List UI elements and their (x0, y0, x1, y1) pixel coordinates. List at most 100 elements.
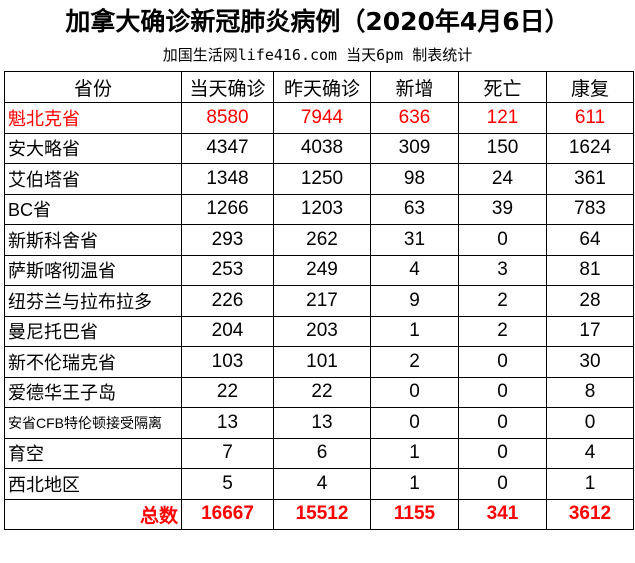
province-cell: 西北地区 (4, 468, 182, 500)
value-cell: 39 (458, 193, 547, 225)
value-cell: 262 (273, 224, 371, 256)
province-cell: 育空 (4, 437, 182, 469)
column-header: 新增 (370, 71, 459, 103)
value-cell: 2 (458, 315, 547, 347)
value-cell: 5 (181, 468, 274, 500)
table-row: 艾伯塔省 1348 1250 98 24 361 (4, 163, 634, 195)
table-row: 纽芬兰与拉布拉多 226 217 9 2 28 (4, 285, 634, 317)
value-cell: 203 (273, 315, 371, 347)
value-cell: 1203 (273, 193, 371, 225)
value-cell: 0 (458, 376, 547, 408)
value-cell: 293 (181, 224, 274, 256)
value-cell: 7944 (273, 102, 371, 134)
total-value: 1155 (370, 498, 459, 530)
value-cell: 22 (181, 376, 274, 408)
province-cell: 新斯科舍省 (4, 224, 182, 256)
value-cell: 9 (370, 285, 459, 317)
value-cell: 64 (546, 224, 634, 256)
column-header: 昨天确诊 (273, 71, 371, 103)
value-cell: 0 (370, 407, 459, 439)
value-cell: 361 (546, 163, 634, 195)
column-header: 当天确诊 (181, 71, 274, 103)
province-cell: 新不伦瑞克省 (4, 346, 182, 378)
table-row: 萨斯喀彻温省 253 249 4 3 81 (4, 254, 634, 286)
value-cell: 31 (370, 224, 459, 256)
table-row: 西北地区 5 4 1 0 1 (4, 468, 634, 500)
value-cell: 204 (181, 315, 274, 347)
value-cell: 309 (370, 132, 459, 164)
value-cell: 1 (370, 315, 459, 347)
value-cell: 0 (458, 437, 547, 469)
value-cell: 0 (458, 407, 547, 439)
value-cell: 1624 (546, 132, 634, 164)
table-row: 育空 7 6 1 0 4 (4, 437, 634, 469)
value-cell: 217 (273, 285, 371, 317)
total-value: 341 (458, 498, 547, 530)
value-cell: 6 (273, 437, 371, 469)
value-cell: 98 (370, 163, 459, 195)
table-row: 曼尼托巴省 204 203 1 2 17 (4, 315, 634, 347)
province-cell: 安省CFB特伦顿接受隔离 (4, 407, 182, 439)
value-cell: 7 (181, 437, 274, 469)
value-cell: 22 (273, 376, 371, 408)
value-cell: 249 (273, 254, 371, 286)
column-header: 康复 (546, 71, 634, 103)
value-cell: 636 (370, 102, 459, 134)
value-cell: 150 (458, 132, 547, 164)
header-row: 省份 当天确诊 昨天确诊 新增 死亡 康复 (4, 71, 634, 103)
province-cell: 曼尼托巴省 (4, 315, 182, 347)
value-cell: 1 (370, 437, 459, 469)
value-cell: 253 (181, 254, 274, 286)
value-cell: 63 (370, 193, 459, 225)
value-cell: 121 (458, 102, 547, 134)
province-cell: 纽芬兰与拉布拉多 (4, 285, 182, 317)
value-cell: 226 (181, 285, 274, 317)
value-cell: 0 (370, 376, 459, 408)
province-cell: BC省 (4, 193, 182, 225)
table-row: BC省 1266 1203 63 39 783 (4, 193, 634, 225)
table-row: 新不伦瑞克省 103 101 2 0 30 (4, 346, 634, 378)
subtitle: 加国生活网life416.com 当天6pm 制表统计 (162, 46, 473, 64)
column-header: 省份 (4, 71, 182, 103)
table-row: 爱德华王子岛 22 22 0 0 8 (4, 376, 634, 408)
province-cell: 艾伯塔省 (4, 163, 182, 195)
value-cell: 4 (273, 468, 371, 500)
total-value: 16667 (181, 498, 274, 530)
province-cell: 魁北克省 (4, 102, 182, 134)
value-cell: 783 (546, 193, 634, 225)
value-cell: 0 (458, 468, 547, 500)
table-row: 安大略省 4347 4038 309 150 1624 (4, 132, 634, 164)
value-cell: 1250 (273, 163, 371, 195)
value-cell: 28 (546, 285, 634, 317)
table-row: 安省CFB特伦顿接受隔离 13 13 0 0 0 (4, 407, 634, 439)
table-row: 魁北克省 8580 7944 636 121 611 (4, 102, 634, 134)
total-label: 总数 (4, 498, 182, 530)
value-cell: 0 (458, 346, 547, 378)
value-cell: 0 (458, 224, 547, 256)
value-cell: 4 (546, 437, 634, 469)
province-cell: 安大略省 (4, 132, 182, 164)
value-cell: 17 (546, 315, 634, 347)
value-cell: 8 (546, 376, 634, 408)
value-cell: 2 (370, 346, 459, 378)
value-cell: 0 (546, 407, 634, 439)
value-cell: 1 (370, 468, 459, 500)
value-cell: 24 (458, 163, 547, 195)
table-row: 新斯科舍省 293 262 31 0 64 (4, 224, 634, 256)
value-cell: 1 (546, 468, 634, 500)
value-cell: 13 (273, 407, 371, 439)
total-value: 3612 (546, 498, 634, 530)
value-cell: 611 (546, 102, 634, 134)
value-cell: 30 (546, 346, 634, 378)
page-title: 加拿大确诊新冠肺炎病例（2020年4月6日） (65, 7, 570, 36)
value-cell: 13 (181, 407, 274, 439)
value-cell: 1266 (181, 193, 274, 225)
value-cell: 4347 (181, 132, 274, 164)
value-cell: 103 (181, 346, 274, 378)
province-cell: 爱德华王子岛 (4, 376, 182, 408)
total-row: 总数 16667 15512 1155 341 3612 (4, 498, 634, 530)
value-cell: 8580 (181, 102, 274, 134)
province-cell: 萨斯喀彻温省 (4, 254, 182, 286)
value-cell: 3 (458, 254, 547, 286)
value-cell: 81 (546, 254, 634, 286)
